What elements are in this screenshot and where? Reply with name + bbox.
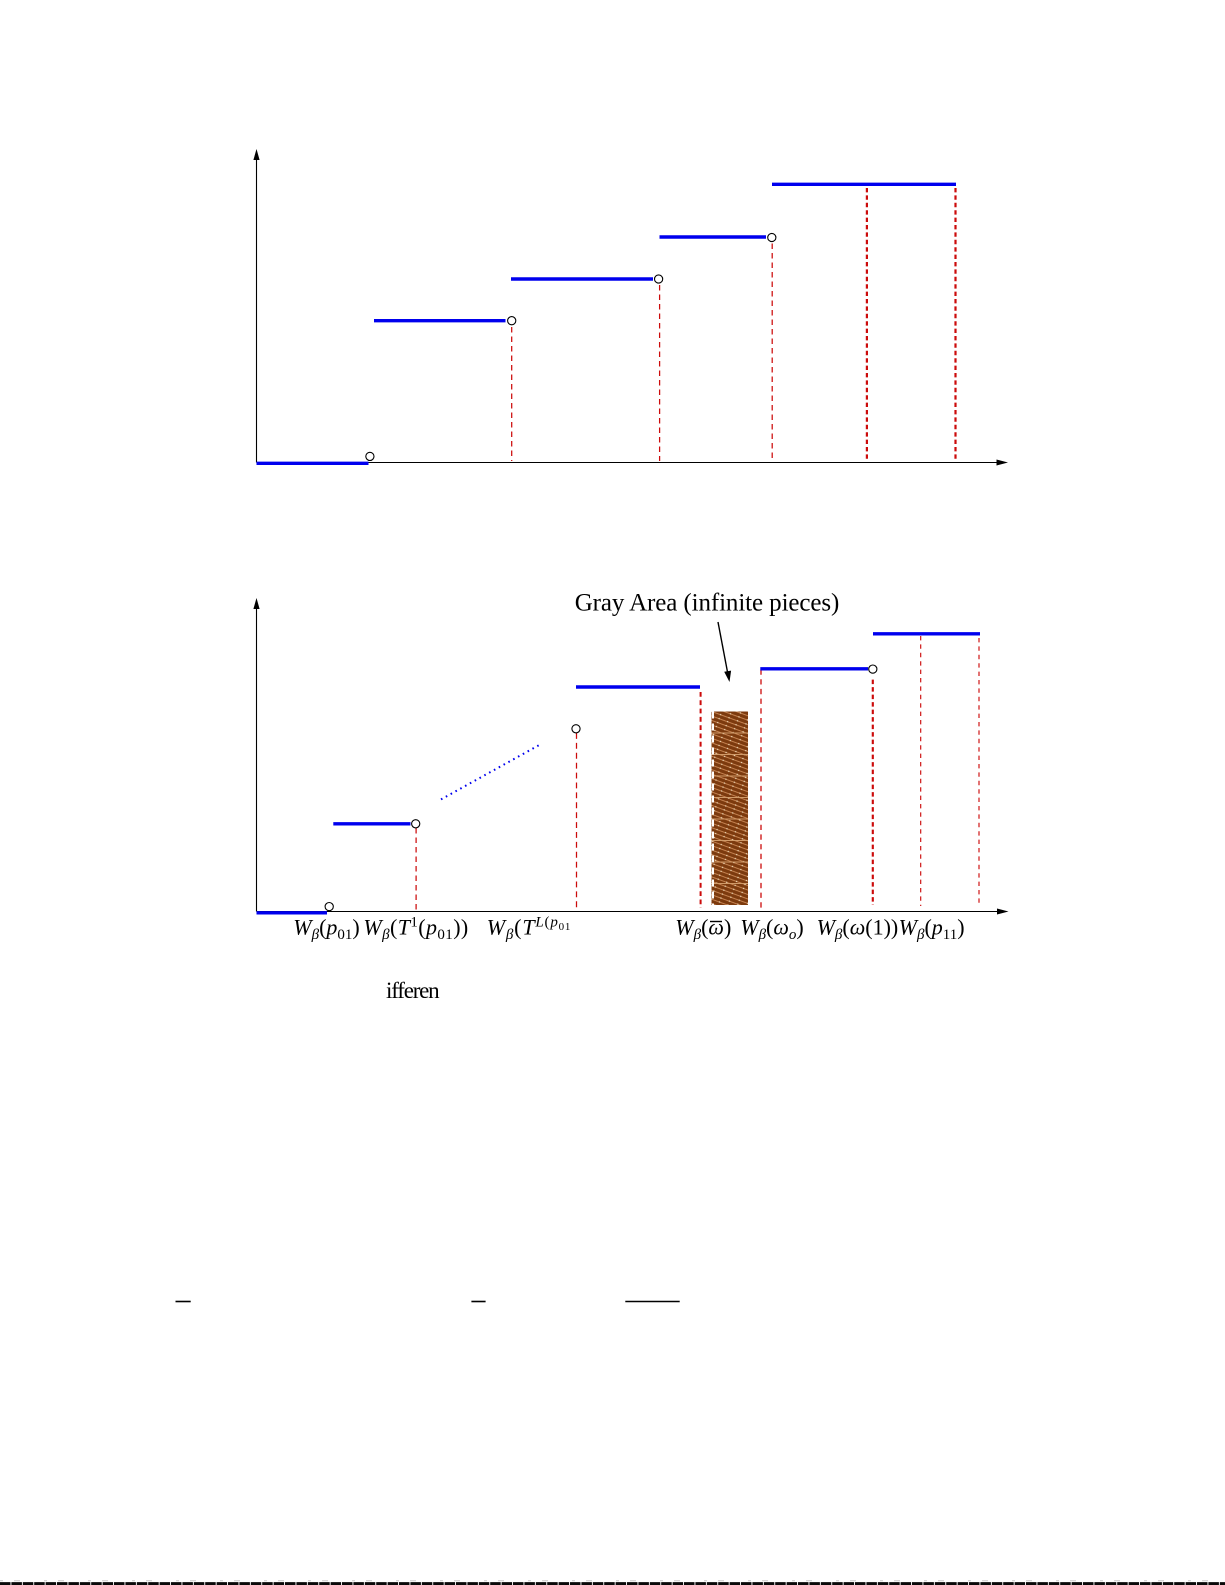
svg-text:Wβ(ω(1)): Wβ(ω(1)): [817, 915, 899, 944]
svg-text:Gray Area (infinite pieces): Gray Area (infinite pieces): [575, 590, 840, 617]
svg-text:ifferen: ifferen: [386, 978, 440, 1003]
svg-text:Wβ(ω): Wβ(ω): [675, 915, 731, 944]
svg-text:Wβ(p11): Wβ(p11): [899, 915, 965, 944]
